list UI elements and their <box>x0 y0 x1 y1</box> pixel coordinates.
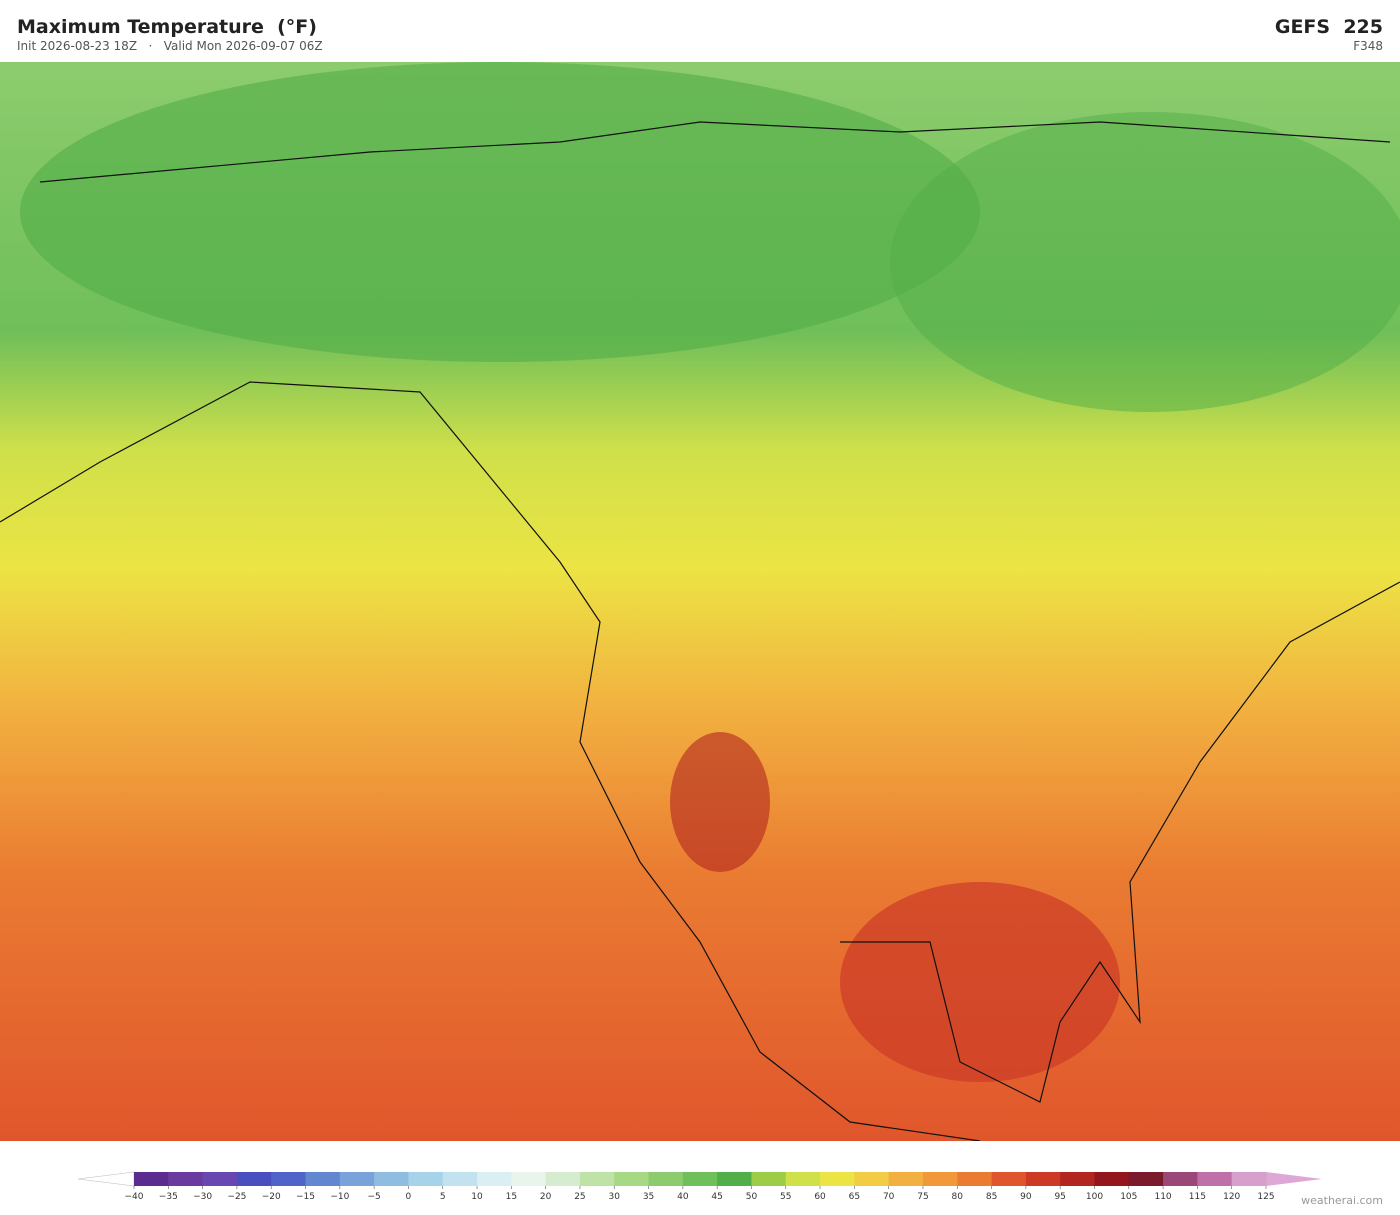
coastline <box>0 121 1400 1141</box>
colorbar-tick-label: 60 <box>814 1192 826 1202</box>
colorbar-segment <box>1128 1172 1164 1186</box>
colorbar-segment <box>236 1172 272 1186</box>
colorbar-segment <box>888 1172 924 1186</box>
subtitle: Init 2026-08-23 18Z · Valid Mon 2026-09-… <box>17 39 323 53</box>
colorbar-segment <box>682 1172 718 1186</box>
colorbar-tick-label: 50 <box>746 1192 758 1202</box>
colorbar-tick-label: 45 <box>711 1192 722 1202</box>
colorbar-segment <box>579 1172 615 1186</box>
colorbar-segment <box>922 1172 958 1186</box>
cool-region <box>890 112 1400 412</box>
colorbar-tick-label: −40 <box>125 1192 144 1202</box>
colorbar-tick-label: −35 <box>159 1192 178 1202</box>
colorbar-tick-label: 55 <box>780 1192 791 1202</box>
colorbar-tick-label: 115 <box>1189 1192 1206 1202</box>
colorbar-tick-label: 30 <box>609 1192 621 1202</box>
colorbar-segment <box>1231 1172 1267 1186</box>
colorbar-tick-label: 105 <box>1120 1192 1137 1202</box>
colorbar-segment <box>202 1172 238 1186</box>
colorbar-tick-label: 5 <box>440 1192 446 1202</box>
colorbar-segment <box>168 1172 204 1186</box>
colorbar-segment <box>957 1172 993 1186</box>
colorbar-tick-label: 120 <box>1223 1192 1240 1202</box>
colorbar-segment <box>408 1172 444 1186</box>
colorbar-tick-label: 125 <box>1257 1192 1274 1202</box>
colorbar-tick-label: −20 <box>262 1192 281 1202</box>
colorbar-tick-label: −5 <box>367 1192 380 1202</box>
colorbar-segment <box>477 1172 512 1186</box>
colorbar-tick-label: 110 <box>1154 1192 1171 1202</box>
colorbar: −40 −35 −30 −25 −20 −15 −10 −5 0 5 10 15 20 25 30 35 40 4… <box>77 1171 1322 1202</box>
colorbar-tick-label: 40 <box>677 1192 689 1202</box>
colorbar-segment <box>785 1172 821 1186</box>
colorbar-segment <box>305 1172 341 1186</box>
colorbar-tick-label: 95 <box>1054 1192 1065 1202</box>
colorbar-tick-label: 10 <box>471 1192 483 1202</box>
colorbar-segment <box>717 1172 752 1186</box>
colorbar-segment <box>1025 1172 1061 1186</box>
colorbar-segment <box>442 1172 478 1186</box>
colorbar-segment <box>1197 1172 1233 1186</box>
colorbar-under <box>77 1171 135 1187</box>
valid-time: Valid Mon 2026-09-07 06Z <box>163 39 323 53</box>
colorbar-tick-label: 70 <box>883 1192 895 1202</box>
cool-region <box>20 62 980 362</box>
colorbar-segment <box>271 1172 307 1186</box>
colorbar-tick-label: 100 <box>1086 1192 1103 1202</box>
colorbar-tick-label: −25 <box>227 1192 246 1202</box>
separator: · <box>137 39 164 53</box>
colorbar-tick-label: 90 <box>1020 1192 1032 1202</box>
colorbar-segment <box>1163 1172 1198 1186</box>
map <box>0 62 1400 1141</box>
hot-region <box>670 732 770 872</box>
colorbar-segment <box>648 1172 684 1186</box>
colorbar-segment <box>854 1172 890 1186</box>
colorbar-tick-label: 0 <box>406 1192 412 1202</box>
colorbar-segment <box>511 1172 547 1186</box>
colorbar-tick-label: −30 <box>193 1192 212 1202</box>
colorbar-tick-label: 20 <box>540 1192 552 1202</box>
colorbar-tick-label: 25 <box>574 1192 585 1202</box>
forecast-hour: F348 <box>1353 39 1383 53</box>
credit: weatherai.com <box>1301 1194 1383 1207</box>
colorbar-segment <box>339 1172 375 1186</box>
hot-region <box>840 882 1120 1082</box>
model: GEFS 225 <box>1274 16 1383 38</box>
colorbar-segment <box>545 1172 581 1186</box>
colorbar-tick-label: −15 <box>296 1192 315 1202</box>
colorbar-tick-label: 80 <box>952 1192 964 1202</box>
colorbar-segment <box>820 1172 855 1186</box>
colorbar-segment <box>1094 1172 1130 1186</box>
colorbar-tick-label: 15 <box>506 1192 517 1202</box>
colorbar-tick-label: 85 <box>986 1192 997 1202</box>
colorbar-segment <box>751 1172 787 1186</box>
colorbar-over <box>1266 1172 1322 1186</box>
colorbar-segment <box>134 1172 169 1186</box>
colorbar-tick-label: 35 <box>643 1192 654 1202</box>
colorbar-segment <box>374 1172 409 1186</box>
init-time: Init 2026-08-23 18Z <box>17 39 138 53</box>
colorbar-tick-label: −10 <box>330 1192 349 1202</box>
colorbar-segment <box>614 1172 650 1186</box>
colorbar-segment <box>991 1172 1027 1186</box>
colorbar-tick-label: 75 <box>917 1192 928 1202</box>
colorbar-segment <box>1060 1172 1095 1186</box>
title: Maximum Temperature (°F) <box>17 16 317 38</box>
colorbar-tick-label: 65 <box>849 1192 860 1202</box>
